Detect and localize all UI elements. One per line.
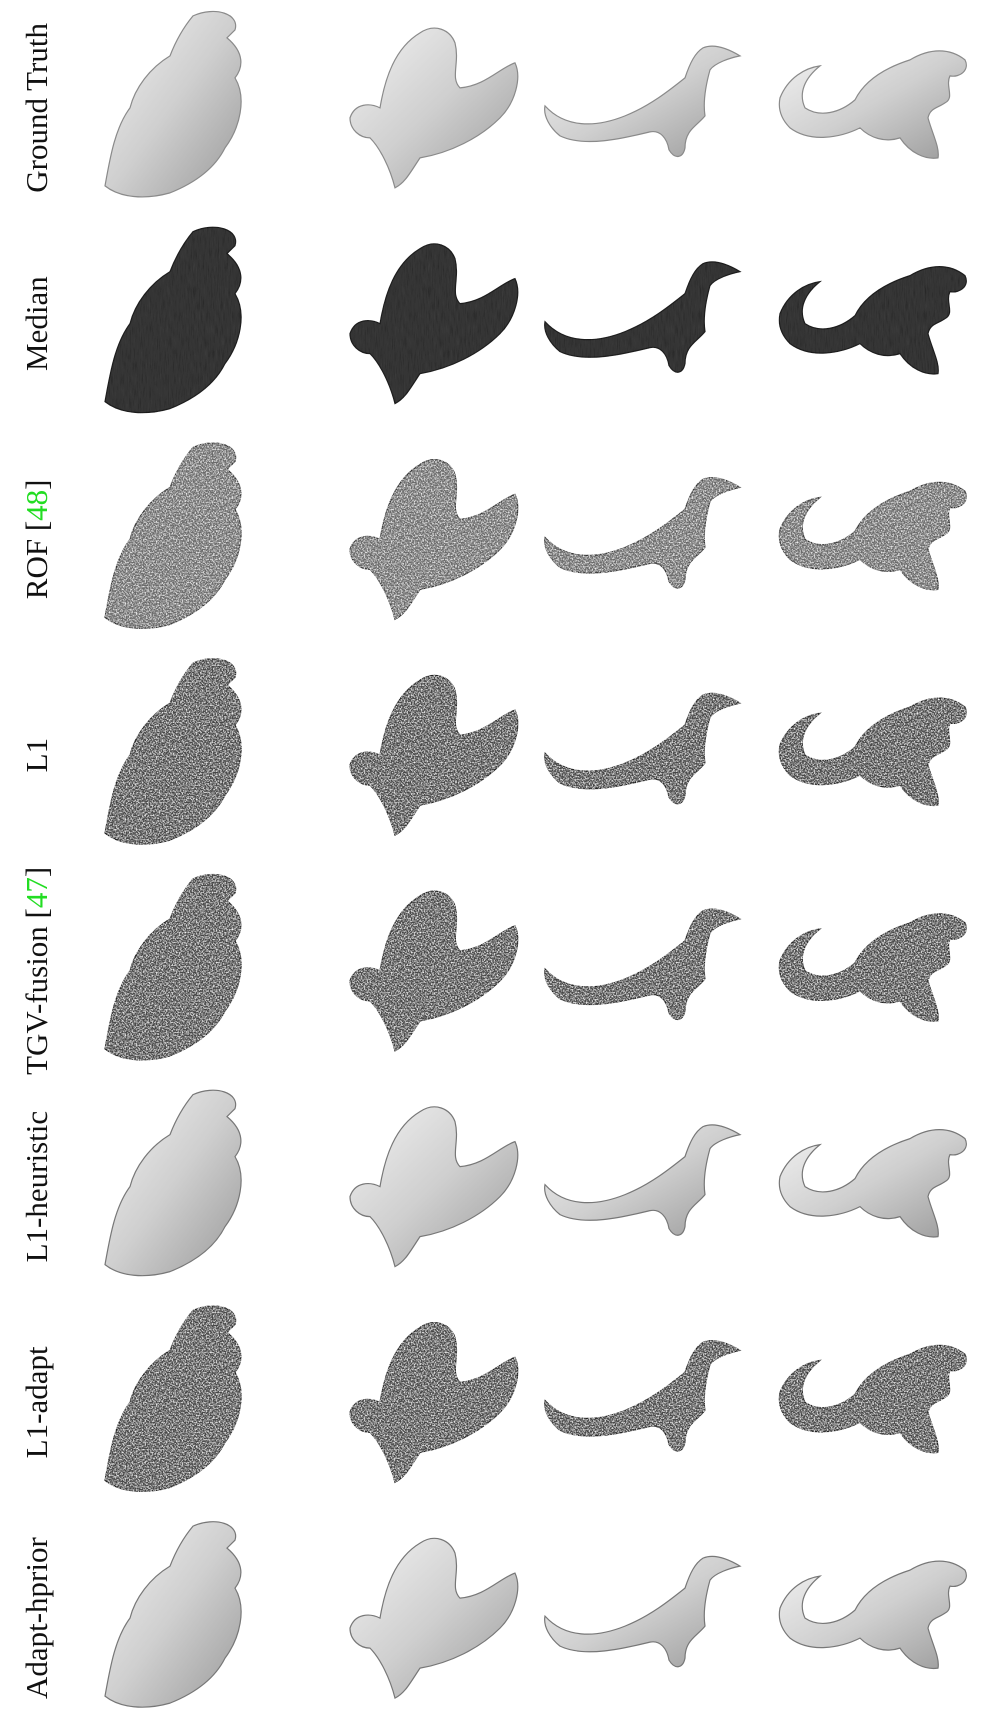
render-parasaurolophus <box>545 1341 740 1451</box>
figure-row: L1-adapt <box>19 1306 966 1491</box>
figure-row: ROF [48] <box>19 443 966 628</box>
render-chef <box>105 874 241 1059</box>
render-parasaurolophus <box>545 1125 740 1235</box>
render-chef <box>105 1306 241 1491</box>
render-t-rex <box>779 1561 966 1668</box>
row-label: L1-adapt <box>19 1346 54 1458</box>
row-label: ROF [48] <box>19 480 54 600</box>
method-name: Median <box>19 276 54 371</box>
render-chef <box>105 1090 241 1275</box>
figure-row: L1 <box>19 659 966 844</box>
method-name: L1 <box>19 738 54 772</box>
render-t-rex <box>779 914 966 1021</box>
row-label: L1 <box>19 738 54 772</box>
render-rooster <box>350 1107 518 1267</box>
render-t-rex <box>779 1130 966 1237</box>
render-rooster <box>350 244 518 404</box>
method-name: Ground Truth <box>19 23 54 193</box>
render-parasaurolophus <box>545 46 740 156</box>
citation: [48] <box>19 480 54 532</box>
render-parasaurolophus <box>545 478 740 588</box>
render-t-rex <box>779 1345 966 1452</box>
space <box>19 531 54 539</box>
render-t-rex <box>779 267 966 374</box>
row-label: Ground Truth <box>19 23 54 193</box>
render-chef <box>105 11 241 196</box>
render-rooster <box>350 1538 518 1698</box>
row-label: TGV-fusion [47] <box>19 867 54 1075</box>
bracket: ] <box>19 480 54 490</box>
method-name: L1-adapt <box>19 1346 54 1458</box>
row-label: Median <box>19 276 54 371</box>
method-name: ROF <box>19 539 54 599</box>
method-name: TGV-fusion <box>19 926 54 1075</box>
render-chef <box>105 659 241 844</box>
figure-row: Adapt-hprior <box>19 1522 966 1707</box>
citation: [47] <box>19 867 54 919</box>
render-rooster <box>350 675 518 835</box>
figure-row: TGV-fusion [47] <box>19 867 966 1075</box>
row-label: L1-heuristic <box>19 1111 54 1263</box>
figure-row: Ground Truth <box>19 11 966 196</box>
bracket: [ <box>19 908 54 918</box>
row-label: Adapt-hprior <box>19 1537 54 1700</box>
figure-row: L1-heuristic <box>19 1090 966 1275</box>
render-rooster <box>350 891 518 1051</box>
render-t-rex <box>779 482 966 589</box>
render-t-rex <box>779 698 966 805</box>
render-rooster <box>350 1323 518 1483</box>
bracket: ] <box>19 867 54 877</box>
render-chef <box>105 443 241 628</box>
render-parasaurolophus <box>545 262 740 372</box>
citation-number: 48 <box>19 490 54 521</box>
render-t-rex <box>779 51 966 158</box>
figure: Ground Truth Median ROF [48] L1 TGV-fusion [… <box>0 0 992 1726</box>
render-parasaurolophus <box>545 693 740 803</box>
method-name: L1-heuristic <box>19 1111 54 1263</box>
method-name: Adapt-hprior <box>19 1537 54 1700</box>
bracket: [ <box>19 521 54 531</box>
render-chef <box>105 1522 241 1707</box>
figure-row: Median <box>19 227 966 412</box>
render-rooster <box>350 460 518 620</box>
space <box>19 918 54 926</box>
render-parasaurolophus <box>545 1556 740 1666</box>
render-rooster <box>350 28 518 188</box>
citation-number: 47 <box>19 877 54 908</box>
page: Ground Truth Median ROF [48] L1 TGV-fusion [… <box>0 0 992 1726</box>
render-chef <box>105 227 241 412</box>
render-parasaurolophus <box>545 909 740 1019</box>
